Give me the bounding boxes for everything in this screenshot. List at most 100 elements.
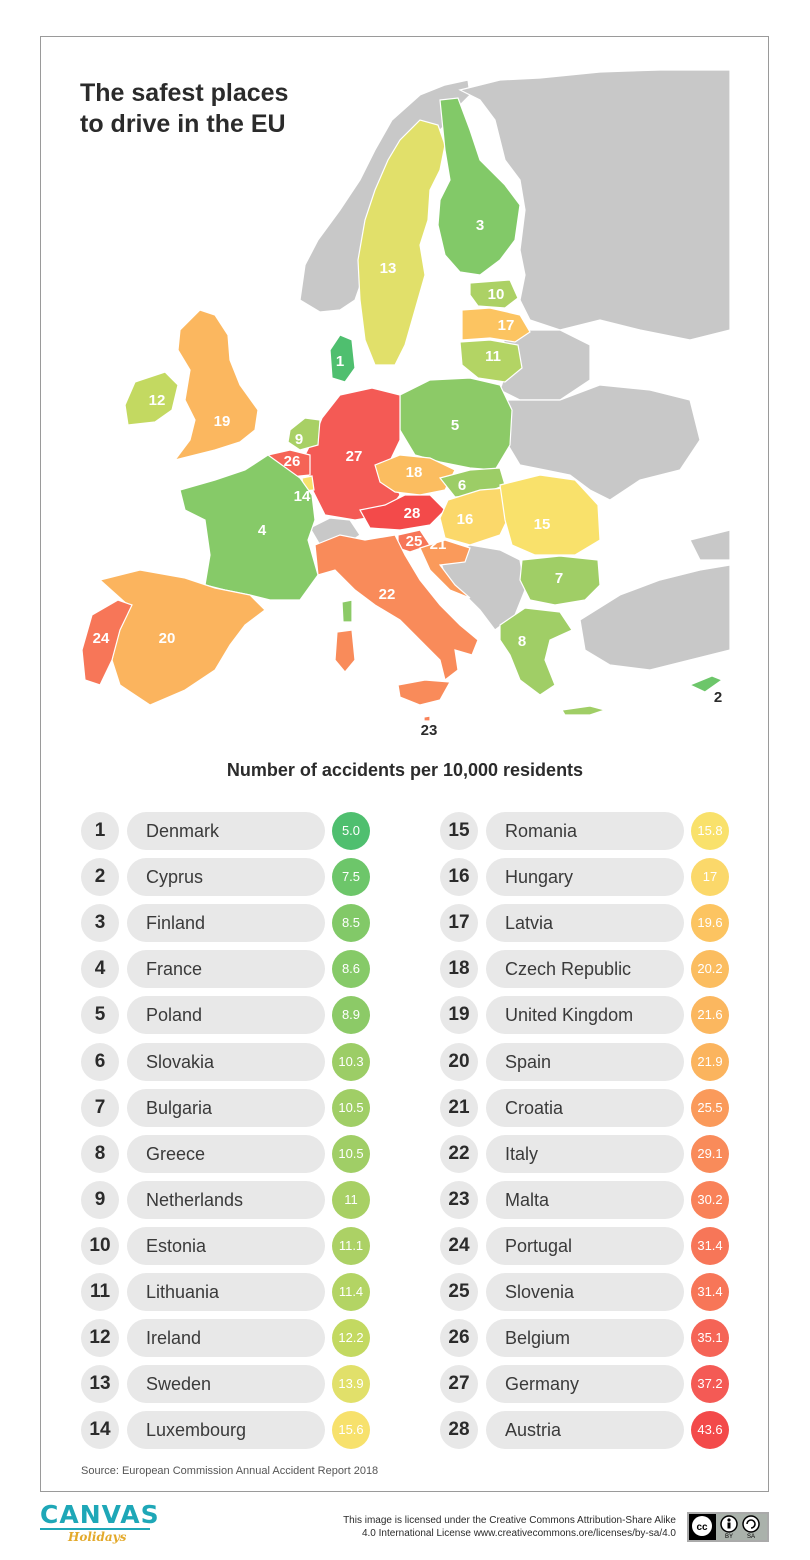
lithuania-region xyxy=(459,339,523,383)
accident-rate-badge: 7.5 xyxy=(332,858,370,897)
finland-region xyxy=(437,97,521,276)
france-region xyxy=(179,454,319,601)
rank-badge: 19 xyxy=(440,996,478,1035)
country-name: Denmark xyxy=(127,812,325,850)
map-label-14: 14 xyxy=(294,488,311,505)
accident-rate-badge: 5.0 xyxy=(332,812,370,850)
map-label-4: 4 xyxy=(258,522,267,539)
country-name: Italy xyxy=(486,1134,684,1173)
accident-rate-badge: 17 xyxy=(691,858,729,897)
croatia-region xyxy=(419,539,471,599)
map-label-15: 15 xyxy=(534,516,551,533)
map-label-12: 12 xyxy=(149,392,166,409)
italy-region xyxy=(314,534,479,682)
table-row: 10 Estonia 11.1 xyxy=(81,1226,381,1265)
table-row: 5 Poland 8.9 xyxy=(81,996,381,1035)
accident-rate-badge: 19.6 xyxy=(691,904,729,943)
map-label-16: 16 xyxy=(457,511,474,528)
map-label-25: 25 xyxy=(406,533,423,550)
accident-rate-badge: 21.6 xyxy=(691,996,729,1035)
accident-rate-badge: 30.2 xyxy=(691,1180,729,1219)
country-name: United Kingdom xyxy=(486,996,684,1035)
country-name: Bulgaria xyxy=(127,1088,325,1127)
table-row: 19 United Kingdom 21.6 xyxy=(440,996,740,1035)
table-row: 16 Hungary 17 xyxy=(440,858,740,897)
table-row: 13 Sweden 13.9 xyxy=(81,1365,381,1404)
logo-sub: Holidays xyxy=(68,1530,127,1544)
map-label-1: 1 xyxy=(336,353,344,370)
rank-badge: 1 xyxy=(81,812,119,850)
turkey-shape xyxy=(579,564,731,671)
country-name: Portugal xyxy=(486,1226,684,1265)
table-row: 3 Finland 8.5 xyxy=(81,904,381,943)
country-name: Malta xyxy=(486,1180,684,1219)
accident-rate-badge: 11.1 xyxy=(332,1226,370,1265)
map-label-9: 9 xyxy=(295,431,303,448)
accident-rate-badge: 10.5 xyxy=(332,1134,370,1173)
rank-badge: 7 xyxy=(81,1088,119,1127)
map-label-2: 2 xyxy=(714,689,722,706)
country-name: Austria xyxy=(486,1411,684,1450)
map-label-22: 22 xyxy=(379,586,396,603)
accident-rate-badge: 15.8 xyxy=(691,812,729,850)
rank-badge: 16 xyxy=(440,858,478,897)
rank-badge: 4 xyxy=(81,950,119,989)
greece-crete xyxy=(561,705,608,716)
table-row: 11 Lithuania 11.4 xyxy=(81,1273,381,1311)
table-row: 6 Slovakia 10.3 xyxy=(81,1042,381,1081)
accident-rate-badge: 37.2 xyxy=(691,1365,729,1404)
accident-rate-badge: 11.4 xyxy=(332,1273,370,1311)
country-name: Poland xyxy=(127,996,325,1035)
map-label-21: 21 xyxy=(430,536,447,553)
accident-rate-badge: 12.2 xyxy=(332,1319,370,1358)
accident-rate-badge: 31.4 xyxy=(691,1273,729,1311)
rank-badge: 21 xyxy=(440,1088,478,1127)
country-name: Greece xyxy=(127,1134,325,1173)
bulgaria-region xyxy=(519,555,601,606)
map-labels: 1 3 4 5 6 7 8 9 10 11 12 13 14 15 16 17 … xyxy=(93,217,564,650)
hungary-region xyxy=(439,487,513,546)
map-label-3: 3 xyxy=(476,217,484,234)
country-name: Slovakia xyxy=(127,1042,325,1081)
accident-rate-badge: 35.1 xyxy=(691,1319,729,1358)
latvia-region xyxy=(461,307,531,343)
table-row: 7 Bulgaria 10.5 xyxy=(81,1088,381,1127)
country-name: Czech Republic xyxy=(486,950,684,989)
source-note: Source: European Commission Annual Accid… xyxy=(81,1465,379,1477)
rank-badge: 28 xyxy=(440,1411,478,1450)
country-name: Lithuania xyxy=(127,1273,325,1311)
sardinia-region xyxy=(334,629,356,673)
country-name: France xyxy=(127,950,325,989)
rank-badge: 27 xyxy=(440,1365,478,1404)
europe-map: 1 3 4 5 6 7 8 9 10 11 12 13 14 15 16 17 … xyxy=(81,69,731,739)
accident-rate-badge: 8.5 xyxy=(332,904,370,943)
rank-badge: 12 xyxy=(81,1319,119,1358)
country-name: Slovenia xyxy=(486,1273,684,1311)
logo-underline xyxy=(40,1528,150,1530)
table-row: 17 Latvia 19.6 xyxy=(440,904,740,943)
rank-badge: 5 xyxy=(81,996,119,1035)
map-label-19: 19 xyxy=(214,413,231,430)
rank-badge: 25 xyxy=(440,1273,478,1311)
accident-rate-badge: 10.5 xyxy=(332,1088,370,1127)
caucasus-shape xyxy=(689,529,731,561)
rank-badge: 20 xyxy=(440,1042,478,1081)
table-row: 22 Italy 29.1 xyxy=(440,1134,740,1173)
rank-badge: 24 xyxy=(440,1226,478,1265)
accident-rate-badge: 13.9 xyxy=(332,1365,370,1404)
accident-rate-badge: 29.1 xyxy=(691,1134,729,1173)
cc-icon: cc BY SA xyxy=(692,1514,767,1540)
table-row: 15 Romania 15.8 xyxy=(440,812,740,850)
rank-badge: 15 xyxy=(440,812,478,850)
sweden-region xyxy=(357,119,446,366)
map-outside-labels: 2 23 xyxy=(421,689,723,739)
country-name: Latvia xyxy=(486,904,684,943)
cc-license-badge: cc BY SA xyxy=(687,1512,769,1542)
map-label-26: 26 xyxy=(284,453,301,470)
rank-badge: 8 xyxy=(81,1134,119,1173)
cyprus-region xyxy=(688,675,724,693)
map-label-5: 5 xyxy=(451,417,459,434)
table-row: 9 Netherlands 11 xyxy=(81,1180,381,1219)
map-label-7: 7 xyxy=(555,570,563,587)
country-name: Germany xyxy=(486,1365,684,1404)
